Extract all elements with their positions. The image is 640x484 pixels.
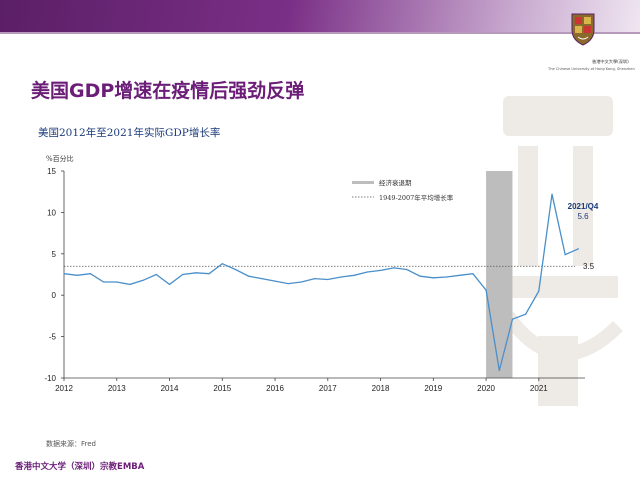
legend-recession-label: 经济衰退期 (379, 178, 412, 187)
data-point (314, 278, 316, 280)
annotation-period-label: 2021/Q4 (568, 202, 599, 211)
data-point (261, 278, 263, 280)
x-tick-label: 2015 (213, 384, 231, 393)
data-point (76, 274, 78, 276)
data-point (195, 272, 197, 274)
data-point (221, 263, 223, 265)
y-tick-label: 15 (47, 167, 56, 176)
data-point (248, 275, 250, 277)
footer-brand-name: 宗教EMBA (100, 462, 145, 472)
x-tick-label: 2016 (266, 384, 284, 393)
x-tick-label: 2013 (108, 384, 126, 393)
annotation-value-label: 5.6 (577, 212, 589, 221)
data-point (340, 276, 342, 278)
data-point (432, 277, 434, 279)
data-point (525, 313, 527, 315)
data-point (419, 275, 421, 277)
data-point (472, 273, 474, 275)
data-point (116, 281, 118, 283)
data-point (234, 268, 237, 271)
header-band (0, 0, 640, 32)
recession-band (486, 171, 513, 378)
data-point (445, 276, 448, 278)
data-point (89, 273, 91, 275)
y-tick-label: 0 (52, 291, 57, 300)
data-point (511, 318, 514, 320)
y-tick-label: -10 (44, 374, 56, 383)
footer-school-name: 香港中文大学（深圳） (15, 462, 101, 472)
data-point (538, 290, 540, 292)
data-point (366, 271, 368, 273)
data-point (208, 273, 210, 275)
data-point (155, 273, 157, 276)
data-point (274, 280, 276, 282)
data-point (459, 274, 461, 276)
university-logo: 香港中文大學(深圳) The Chinese University of Hon… (548, 12, 638, 76)
data-point (63, 273, 65, 275)
decorative-seal-watermark (498, 96, 623, 406)
data-point (102, 281, 105, 283)
data-point (577, 248, 580, 250)
average-value-label: 3.5 (583, 262, 595, 271)
data-point (182, 273, 184, 276)
data-point (129, 283, 131, 286)
data-point (485, 289, 487, 291)
x-tick-label: 2021 (530, 384, 548, 393)
data-point (142, 279, 144, 281)
data-point (406, 268, 408, 271)
y-axis-unit-label: %百分比 (46, 155, 74, 163)
footer-logo-text: 香港中文大学（深圳）宗教EMBA (15, 460, 144, 472)
data-point (498, 369, 500, 372)
logo-english-text: The Chinese University of Hong Kong, She… (548, 67, 635, 71)
header-divider (0, 32, 640, 34)
crest-icon (571, 13, 595, 46)
x-tick-label: 2020 (477, 384, 495, 393)
x-tick-label: 2014 (161, 384, 179, 393)
legend-recession-swatch (352, 181, 374, 184)
data-point (168, 283, 171, 286)
data-point (300, 281, 303, 283)
legend-average-label: 1949-2007年平均增长率 (379, 193, 454, 202)
x-tick-label: 2012 (55, 384, 73, 393)
logo-chinese-text: 香港中文大學(深圳) (592, 59, 629, 64)
slide-title: 美国GDP增速在疫情后强劲反弹 (31, 80, 305, 102)
data-point (393, 267, 395, 269)
x-tick-label: 2019 (424, 384, 442, 393)
x-tick-label: 2017 (319, 384, 337, 393)
x-tick-label: 2018 (372, 384, 390, 393)
data-point (564, 254, 566, 256)
y-tick-label: 5 (52, 250, 57, 259)
data-point (353, 274, 355, 276)
data-point (327, 278, 329, 281)
y-tick-label: 10 (47, 208, 56, 217)
data-point (287, 283, 289, 285)
data-point (379, 269, 382, 271)
chart-title: 美国2012年至2021年实际GDP增长率 (38, 127, 221, 139)
data-point (551, 193, 553, 195)
data-source-note: 数据来源：Fred (46, 440, 96, 448)
y-tick-label: -5 (49, 333, 57, 342)
gdp-growth-series-line (63, 194, 579, 371)
